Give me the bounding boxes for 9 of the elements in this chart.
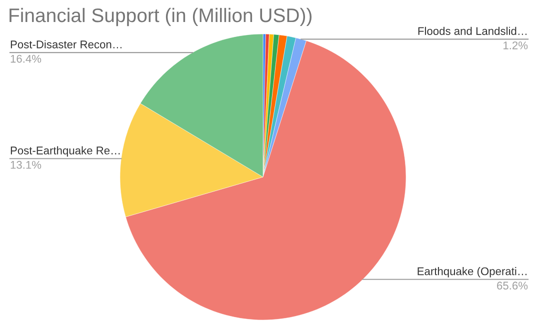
slice-label: Post-Disaster Recon… <box>10 40 122 48</box>
data-label: 1.2% <box>504 41 528 50</box>
data-label: 13.1% <box>10 160 42 169</box>
chart-title: Financial Support (in (Million USD)) <box>10 8 312 26</box>
slice-label: Post-Earthquake Re… <box>10 146 120 157</box>
slice-label: Floods and Landslid… <box>418 26 526 35</box>
data-label: 16.4% <box>10 54 42 63</box>
data-label: 65.6% <box>497 282 528 290</box>
slice-label: Earthquake (Operati… <box>418 267 526 278</box>
